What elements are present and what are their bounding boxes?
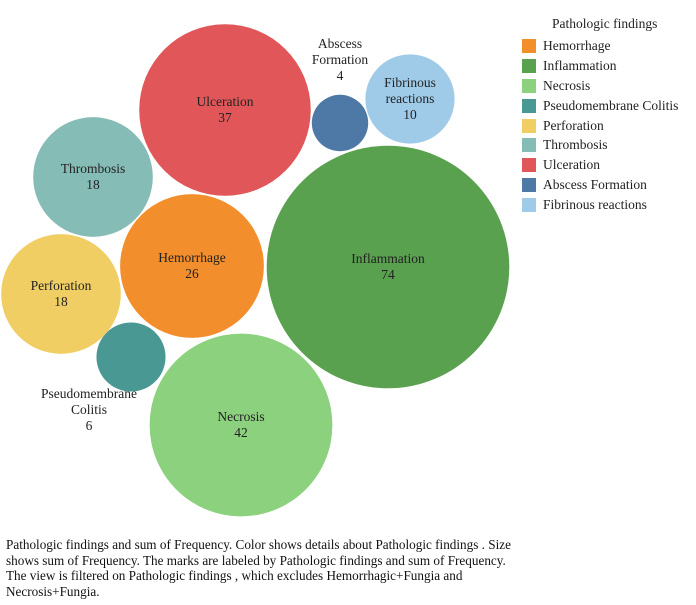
bubble-label-ulceration: Ulceration: [197, 94, 254, 109]
legend-label: Necrosis: [543, 77, 591, 93]
legend-label: Ulceration: [543, 157, 600, 173]
bubble-fibrinous-reactions: [365, 54, 455, 144]
bubble-necrosis: [149, 333, 333, 517]
bubble-label-hemorrhage: Hemorrhage: [158, 250, 225, 265]
bubble-label-perforation: Perforation: [31, 278, 92, 293]
legend-label: Inflammation: [543, 57, 617, 73]
legend-label: Thrombosis: [543, 137, 608, 153]
legend-item-thrombosis[interactable]: Thrombosis: [522, 135, 694, 155]
legend-item-ulceration[interactable]: Ulceration: [522, 155, 694, 175]
legend-item-hemorrhage[interactable]: Hemorrhage: [522, 36, 694, 56]
bubble-abscess-formation: [311, 94, 369, 152]
legend-swatch: [522, 138, 536, 153]
legend-items: Hemorrhage Inflammation Necrosis Pseudomemb…: [522, 36, 694, 215]
bubble-value-abscess-formation: 4: [337, 68, 344, 83]
legend-label: Fibrinous reactions: [543, 197, 647, 213]
legend-label: Pseudomembrane Colitis: [543, 97, 679, 113]
bubble-pseudomembrane-colitis: [96, 322, 166, 392]
legend-swatch: [522, 118, 536, 133]
bubble-value-fibrinous-reactions: 10: [403, 107, 417, 122]
legend-label: Abscess Formation: [543, 177, 647, 193]
bubble-label-thrombosis: Thrombosis: [61, 161, 126, 176]
legend-item-abscess-formation[interactable]: Abscess Formation: [522, 175, 694, 195]
legend-item-necrosis[interactable]: Necrosis: [522, 76, 694, 96]
bubble-value-perforation: 18: [54, 294, 68, 309]
legend-item-inflammation[interactable]: Inflammation: [522, 56, 694, 76]
legend-item-perforation[interactable]: Perforation: [522, 116, 694, 136]
bubble-value-pseudomembrane-colitis: 6: [86, 418, 93, 433]
legend-swatch: [522, 198, 536, 213]
bubble-value-necrosis: 42: [234, 425, 248, 440]
legend-title: Pathologic findings: [552, 16, 658, 31]
bubble-value-ulceration: 37: [218, 110, 232, 125]
bubble-perforation: [1, 234, 121, 354]
bubble-hemorrhage: [120, 194, 264, 338]
legend-label: Hemorrhage: [543, 37, 611, 53]
legend-swatch: [522, 98, 536, 113]
legend-label: Perforation: [543, 117, 604, 133]
bubble-thrombosis: [33, 117, 153, 237]
chart-caption: Pathologic findings and sum of Frequency…: [6, 537, 511, 599]
bubble-label-inflammation: Inflammation: [351, 251, 425, 266]
legend-swatch: [522, 158, 536, 173]
bubble-value-hemorrhage: 26: [185, 266, 199, 281]
bubble-value-thrombosis: 18: [86, 177, 100, 192]
bubble-label-necrosis: Necrosis: [217, 409, 264, 424]
bubble-inflammation: [266, 145, 510, 389]
legend-item-pseudomembrane-colitis[interactable]: Pseudomembrane Colitis: [522, 96, 694, 116]
bubble-ulceration: [139, 24, 311, 196]
legend-item-fibrinous-reactions[interactable]: Fibrinous reactions: [522, 195, 694, 215]
bubble-label-fibrinous-reactions: Fibrinous reactions: [384, 75, 436, 106]
legend: Pathologic findings Hemorrhage Inflammati…: [522, 16, 694, 215]
legend-swatch: [522, 38, 536, 53]
bubble-label-pseudomembrane-colitis: Pseudomembrane Colitis: [41, 386, 137, 417]
bubble-value-inflammation: 74: [381, 267, 395, 282]
legend-swatch: [522, 178, 536, 193]
bubble-label-abscess-formation: Abscess Formation: [312, 36, 368, 67]
legend-swatch: [522, 58, 536, 73]
legend-swatch: [522, 78, 536, 93]
